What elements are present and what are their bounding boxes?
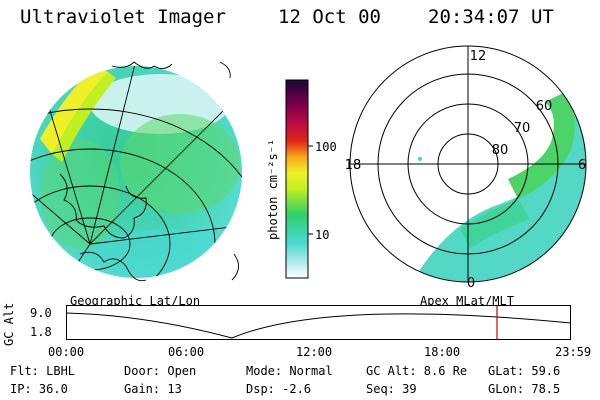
xtick-1200: 12:00 (296, 345, 333, 359)
coastlines (59, 61, 239, 282)
mlat-grid (349, 45, 587, 283)
gc-alt-readout: GC Alt: 8.6 Re (366, 364, 468, 378)
altitude-ylabel: GC Alt (2, 302, 16, 346)
mlt-label-0: 0 (467, 276, 475, 290)
mlt-label-6: 6 (578, 158, 586, 173)
colorbar-tick-label-100: 100 (315, 140, 337, 154)
xtick-0600: 06:00 (168, 345, 205, 359)
colorbar-tick-label-10: 10 (315, 228, 330, 242)
altitude-ytick-high: 9.0 (30, 306, 52, 320)
observation-time: 20:34:07 UT (428, 6, 554, 28)
instrument-title: Ultraviolet Imager (20, 6, 226, 28)
glat-readout: GLat: 59.6 (488, 364, 561, 378)
mlat-label-60: 60 (536, 99, 553, 114)
apex-caption: Apex MLat/MLT (420, 294, 514, 308)
mode-readout: Mode: Normal (246, 364, 333, 378)
altitude-plot-frame (66, 305, 571, 340)
color-scale-bar (285, 79, 313, 279)
mlat-label-80: 80 (492, 143, 509, 158)
isolated-emission-spot (418, 157, 422, 161)
mlt-label-18: 18 (345, 158, 362, 173)
door-readout: Door: Open (124, 364, 197, 378)
xtick-1800: 18:00 (424, 345, 461, 359)
altitude-curve (66, 312, 572, 339)
colorbar-unit-label: photon cm⁻²s⁻¹ (266, 138, 280, 240)
glon-readout: GLon: 78.5 (488, 382, 561, 396)
observation-date: 12 Oct 00 (278, 6, 381, 28)
filter-readout: Flt: LBHL (10, 364, 76, 378)
ip-readout: IP: 36.0 (10, 382, 68, 396)
geographic-caption: Geographic Lat/Lon (70, 294, 201, 308)
mlt-label-12: 12 (470, 49, 487, 64)
altitude-plot (66, 305, 572, 340)
left-auroral-image (30, 66, 242, 278)
seq-readout: Seq: 39 (366, 382, 417, 396)
geographic-uv-image (30, 61, 242, 282)
xtick-0000: 00:00 (48, 345, 85, 359)
mlat-label-70: 70 (514, 121, 531, 136)
auroral-oval (400, 84, 586, 282)
polar-mlat-mlt-image: 12 18 6 0 60 70 80 (345, 45, 587, 290)
altitude-ytick-low: 1.8 (30, 325, 52, 339)
dsp-readout: Dsp: -2.6 (246, 382, 312, 396)
gain-readout: Gain: 13 (124, 382, 182, 396)
xtick-2359: 23:59 (555, 345, 592, 359)
